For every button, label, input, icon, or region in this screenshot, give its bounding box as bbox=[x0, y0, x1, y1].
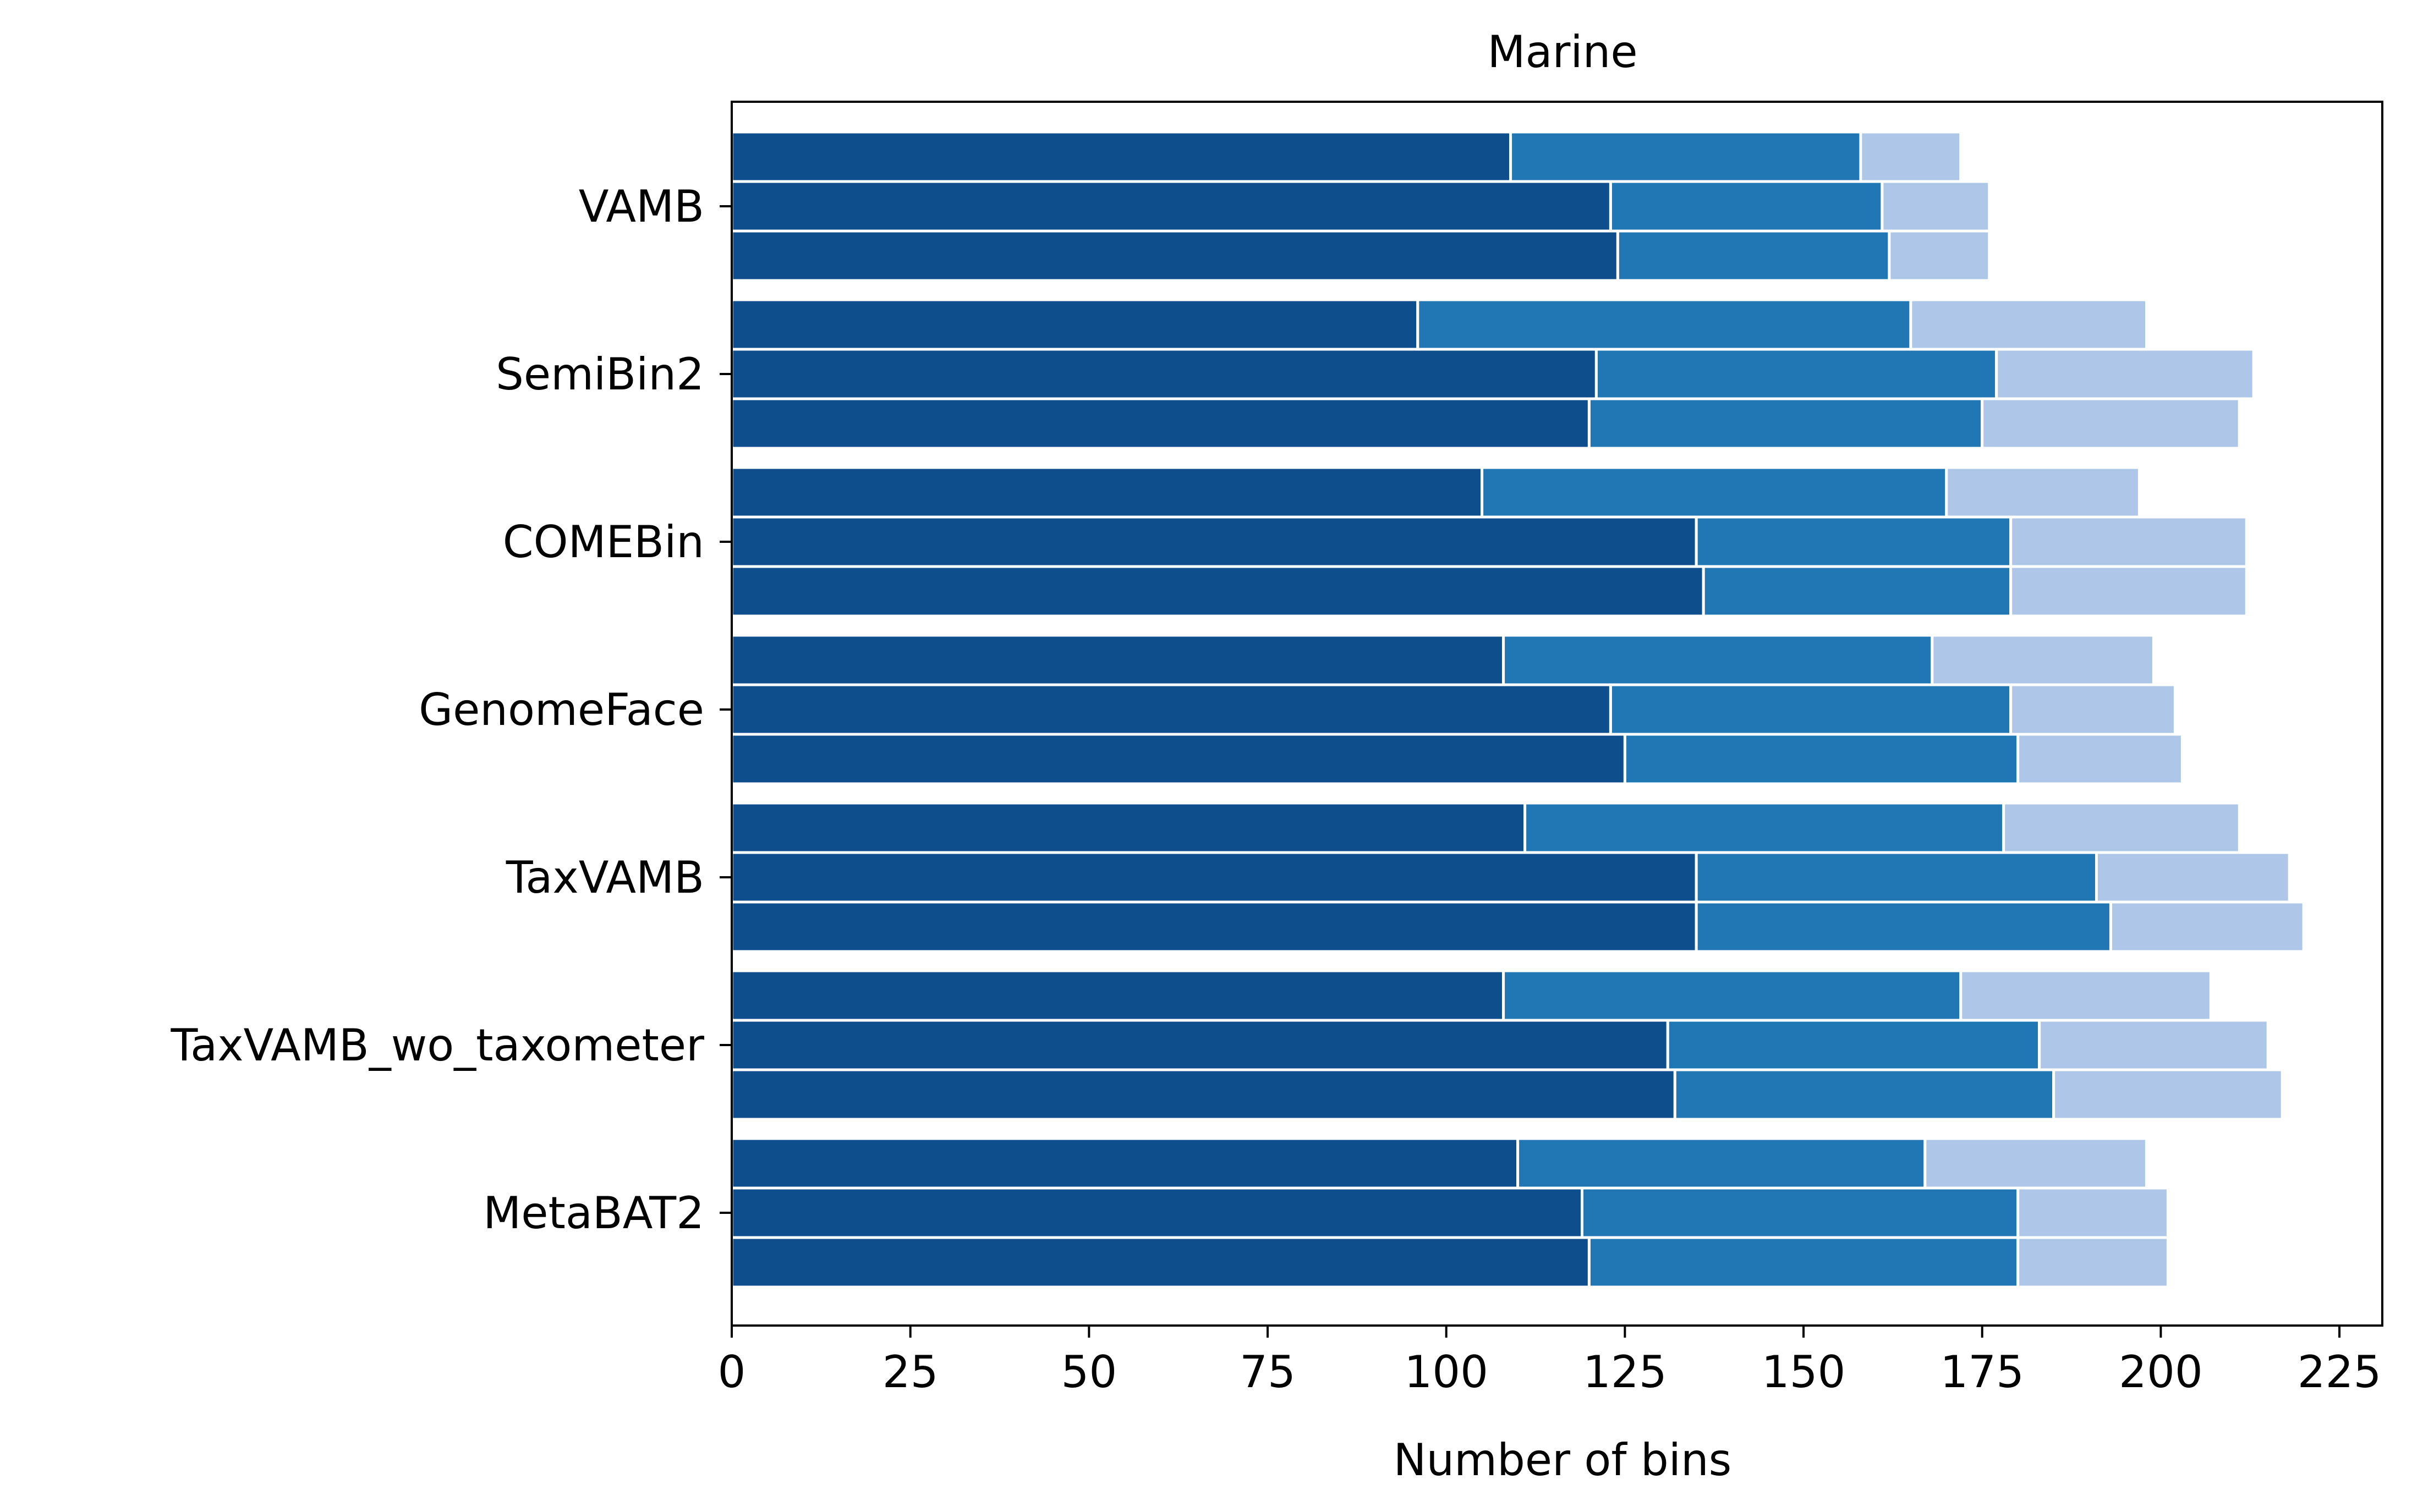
bar-segment bbox=[730, 801, 1527, 854]
bar-segment bbox=[1609, 180, 1884, 233]
bar-segment bbox=[2016, 1236, 2169, 1289]
bar-segment bbox=[2052, 1068, 2284, 1121]
bar-segment bbox=[730, 683, 1612, 736]
bar-segment bbox=[1502, 634, 1934, 686]
plot-frame bbox=[731, 101, 2383, 1327]
bar-segment bbox=[730, 969, 1505, 1022]
bar-segment bbox=[2016, 1186, 2169, 1239]
x-tick-label: 125 bbox=[1583, 1346, 1667, 1398]
bar-segment bbox=[730, 466, 1484, 519]
bar-segment bbox=[1695, 851, 2098, 904]
bar-segment bbox=[2009, 565, 2248, 618]
bar-segment bbox=[1931, 634, 2155, 686]
bar-segment bbox=[1416, 298, 1912, 351]
x-tick-label: 100 bbox=[1404, 1346, 1488, 1398]
bar-segment bbox=[730, 348, 1598, 400]
y-tick-label: TaxVAMB bbox=[506, 852, 704, 903]
bar-segment bbox=[730, 1137, 1520, 1190]
x-tick-label: 150 bbox=[1762, 1346, 1846, 1398]
bar-segment bbox=[1981, 397, 2241, 450]
bar-segment bbox=[1581, 1186, 2020, 1239]
bar-segment bbox=[1995, 348, 2255, 400]
chart-title: Marine bbox=[1487, 26, 1637, 78]
bar-segment bbox=[730, 1186, 1583, 1239]
y-axis: VAMB SemiBin2 COMEBin GenomeFace TaxVAMB TaxV… bbox=[171, 181, 732, 1239]
bar-segment bbox=[1523, 801, 2005, 854]
bar-segment bbox=[1909, 298, 2148, 351]
bar-segment bbox=[1959, 969, 2212, 1022]
y-tick-label: COMEBin bbox=[503, 516, 704, 568]
bar-segment bbox=[730, 298, 1419, 351]
y-tick-label: SemiBin2 bbox=[496, 349, 704, 400]
bar-segment bbox=[730, 634, 1505, 686]
bar-segment bbox=[730, 733, 1626, 785]
bar-segment bbox=[730, 1236, 1591, 1289]
bar-segment bbox=[2009, 515, 2248, 568]
bar-segment bbox=[1666, 1019, 2041, 1071]
x-tick-label: 25 bbox=[882, 1346, 939, 1398]
bar-segment bbox=[1502, 969, 1963, 1022]
bars-group bbox=[730, 130, 2305, 1289]
bar-segment bbox=[1945, 466, 2141, 519]
bar-segment bbox=[730, 229, 1619, 282]
bar-segment bbox=[2038, 1019, 2270, 1071]
x-tick-label: 200 bbox=[2119, 1346, 2203, 1398]
bar-segment bbox=[730, 1019, 1669, 1071]
bar-segment bbox=[1859, 130, 1963, 183]
bar-segment bbox=[1923, 1137, 2148, 1190]
x-tick-label: 50 bbox=[1061, 1346, 1117, 1398]
y-tick-label: GenomeFace bbox=[419, 684, 704, 735]
bar-segment bbox=[1695, 515, 2013, 568]
bar-segment bbox=[1516, 1137, 1927, 1190]
y-tick-label: MetaBAT2 bbox=[483, 1187, 704, 1239]
bar-segment bbox=[2109, 900, 2305, 953]
bar-segment bbox=[1609, 683, 2013, 736]
bar-segment bbox=[1702, 565, 2013, 618]
bar-segment bbox=[1888, 229, 1991, 282]
x-axis-label: Number of bins bbox=[1394, 1434, 1732, 1486]
y-tick-label: TaxVAMB_wo_taxometer bbox=[171, 1020, 705, 1071]
x-tick-label: 0 bbox=[718, 1346, 746, 1398]
x-tick-label: 225 bbox=[2298, 1346, 2382, 1398]
bar-segment bbox=[1509, 130, 1862, 183]
bar-segment bbox=[730, 851, 1698, 904]
bar-segment bbox=[2016, 733, 2184, 785]
x-axis: 0 25 50 75 100 125 150 175 200 225 bbox=[718, 1326, 2382, 1398]
bar-segment bbox=[730, 130, 1512, 183]
x-tick-label: 175 bbox=[1940, 1346, 2024, 1398]
y-tick-label: VAMB bbox=[579, 181, 704, 232]
bar-segment bbox=[1881, 180, 1991, 233]
bar-segment bbox=[1695, 900, 2112, 953]
bar-segment bbox=[730, 900, 1698, 953]
bar-segment bbox=[730, 180, 1612, 233]
bar-segment bbox=[1587, 1236, 2020, 1289]
x-tick-label: 75 bbox=[1240, 1346, 1296, 1398]
bar-segment bbox=[2095, 851, 2291, 904]
bar-segment bbox=[1623, 733, 2020, 785]
bar-segment bbox=[730, 397, 1591, 450]
bar-segment bbox=[730, 515, 1698, 568]
bar-segment bbox=[1594, 348, 1998, 400]
bar-segment bbox=[2002, 801, 2241, 854]
bar-segment bbox=[730, 1068, 1676, 1121]
bar-segment bbox=[730, 565, 1705, 618]
bar-segment bbox=[1616, 229, 1891, 282]
bar-segment bbox=[1673, 1068, 2055, 1121]
bar-segment bbox=[2009, 683, 2177, 736]
bar-segment bbox=[1587, 397, 1984, 450]
bar-segment bbox=[1481, 466, 1948, 519]
